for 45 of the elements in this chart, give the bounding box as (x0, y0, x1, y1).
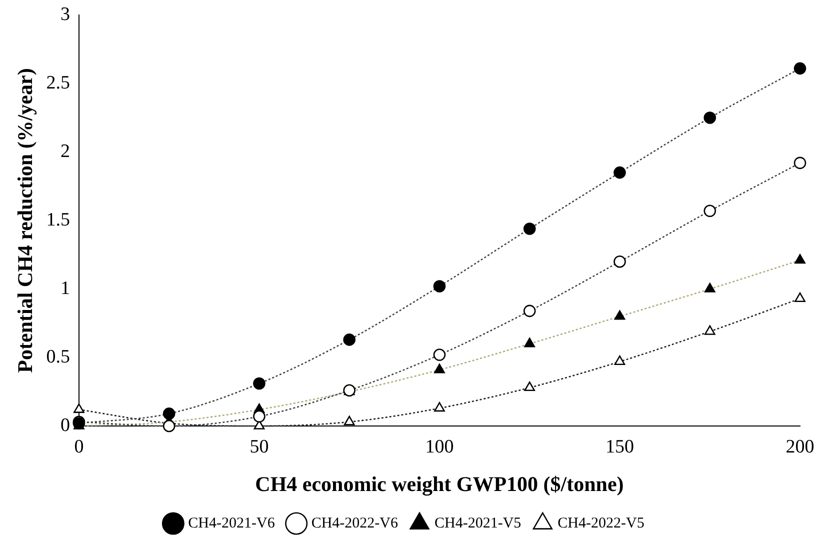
point (433, 348, 446, 361)
legend-label: CH4-2022-V5 (558, 515, 644, 532)
point (434, 364, 445, 374)
legend-label: CH4-2021-V6 (188, 515, 276, 532)
y-axis-title: Potential CH4 reduction (%/year) (13, 68, 38, 373)
point (253, 377, 266, 390)
y-tick-label: 0.5 (46, 346, 70, 368)
x-tick-label: 50 (250, 436, 269, 458)
point (614, 255, 626, 268)
point (704, 204, 716, 218)
y-tick-label: 0 (60, 414, 70, 436)
point (344, 416, 355, 426)
point (524, 381, 536, 392)
point (162, 408, 176, 420)
x-axis-title: CH4 economic weight GWP100 ($/tonne) (255, 472, 624, 496)
point (524, 338, 536, 348)
y-tick-label: 1 (60, 278, 70, 299)
point (794, 254, 806, 264)
point (614, 310, 626, 320)
point (704, 325, 716, 335)
y-tick-label: 3 (60, 4, 70, 25)
point (794, 292, 806, 302)
point (794, 62, 806, 75)
point (74, 403, 84, 413)
point (433, 280, 446, 292)
point (434, 402, 445, 412)
y-tick-label: 2 (60, 140, 70, 162)
x-tick-label: 150 (605, 436, 634, 458)
point (523, 222, 536, 235)
point (704, 282, 716, 292)
y-tick-label: 2.5 (46, 72, 70, 94)
x-tick-label: 100 (425, 436, 454, 458)
x-tick-label: 0 (74, 436, 84, 458)
legend-label: CH4-2022-V6 (311, 515, 398, 532)
point (794, 156, 806, 170)
y-tick-label: 1.5 (46, 209, 70, 230)
point (343, 334, 356, 346)
point (253, 410, 266, 423)
point (523, 304, 536, 318)
point (704, 112, 716, 124)
legend-label: CH4-2021-V5 (434, 515, 522, 532)
x-tick-label: 200 (786, 436, 814, 458)
point (614, 166, 626, 179)
point (162, 420, 176, 432)
point (614, 355, 626, 366)
